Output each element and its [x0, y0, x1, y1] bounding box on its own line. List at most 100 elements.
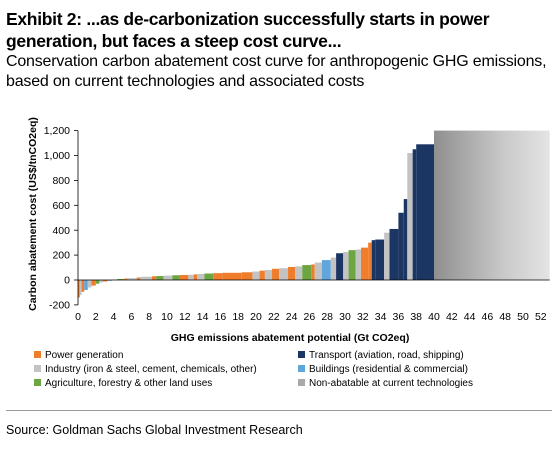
x-tick-label: 0 [75, 311, 81, 323]
x-tick-label: 18 [232, 311, 244, 323]
legend-label-power: Power generation [45, 350, 124, 361]
x-tick-label: 28 [321, 311, 333, 323]
legend-item-buildings: Buildings (residential & commercial) [298, 364, 468, 376]
x-tick-label: 32 [357, 311, 369, 323]
legend-label-buildings: Buildings (residential & commercial) [309, 364, 468, 375]
x-tick-label: 16 [215, 311, 227, 323]
x-tick-label: 48 [499, 311, 511, 323]
bar-group [78, 130, 550, 298]
x-tick-label: 4 [111, 311, 117, 323]
bar-industry-1 [79, 280, 82, 295]
bar-power-16 [151, 276, 157, 280]
bar-industry-34 [295, 266, 303, 280]
legend-swatch-non-abatable [298, 379, 305, 386]
bar-non_abatable-55 [434, 130, 550, 280]
x-tick-label: 36 [393, 311, 405, 323]
bar-agriculture-11 [117, 279, 125, 280]
bar-power-22 [193, 274, 198, 280]
legend-item-power: Power generation [34, 350, 123, 362]
bar-transport-49 [389, 228, 399, 280]
bar-industry-43 [355, 249, 362, 280]
bar-power-12 [124, 278, 128, 280]
bar-power-14 [136, 277, 141, 280]
legend-label-non-abatable: Non-abatable at current technologies [309, 378, 473, 389]
bar-power-31 [272, 268, 280, 280]
chart-title: Exhibit 2: ...as de-carbonization succes… [6, 9, 490, 51]
y-tick-label: 1,000 [44, 150, 70, 162]
x-tick-label: 26 [304, 311, 316, 323]
x-tick-label: 30 [339, 311, 351, 323]
bar-power-44 [361, 247, 369, 280]
bar-agriculture-19 [172, 275, 180, 280]
bar-industry-30 [264, 270, 273, 280]
bar-buildings-3 [84, 280, 88, 290]
x-tick-label: 42 [446, 311, 458, 323]
bar-power-27 [241, 272, 253, 280]
bar-agriculture-6 [95, 280, 100, 284]
x-tick-label: 24 [286, 311, 298, 323]
bar-industry-18 [163, 275, 173, 280]
legend-swatch-industry [34, 365, 41, 372]
bar-industry-41 [343, 251, 349, 280]
bar-transport-54 [416, 144, 434, 280]
bar-industry-7 [99, 280, 103, 283]
legend-label-industry: Industry (iron & steel, cement, chemical… [45, 364, 257, 375]
y-tick-label: 200 [52, 250, 70, 262]
legend-item-non-abatable: Non-abatable at current technologies [298, 378, 473, 390]
legend-swatch-transport [298, 351, 305, 358]
x-tick-label: 22 [268, 311, 280, 323]
bar-industry-13 [127, 278, 137, 280]
bar-power-26 [222, 272, 242, 280]
bar-transport-40 [336, 253, 344, 280]
source-note: Source: Goldman Sachs Global Investment … [6, 423, 303, 437]
bar-power-2 [81, 280, 85, 292]
x-tick-label: 46 [482, 311, 494, 323]
legend-swatch-power [34, 351, 41, 358]
bar-transport-51 [403, 199, 408, 280]
legend-label-transport: Transport (aviation, road, shipping) [309, 350, 464, 361]
bar-industry-37 [314, 262, 322, 280]
bar-power-20 [179, 275, 189, 280]
y-tick-label: -200 [49, 300, 70, 312]
x-tick-label: 10 [161, 311, 173, 323]
bar-buildings-38 [321, 260, 331, 280]
legend-label-agriculture: Agriculture, forestry & other land uses [45, 378, 213, 389]
x-axis-label: GHG emissions abatement potential (Gt CO… [171, 332, 410, 344]
legend-item-transport: Transport (aviation, road, shipping) [298, 350, 464, 362]
bar-power-0 [78, 280, 80, 298]
bar-transport-46 [371, 240, 376, 280]
x-tick-labels: 0 2 4 6 8 10 12 14 16 18 20 22 24 26 28 30 32 34 36 38 40 42 4… [75, 311, 547, 323]
bar-industry-21 [188, 274, 194, 280]
legend-item-industry: Industry (iron & steel, cement, chemical… [34, 364, 257, 376]
x-tick-label: 8 [146, 311, 152, 323]
y-tick-label: 800 [52, 175, 70, 187]
x-tick-label: 6 [128, 311, 134, 323]
y-axis-label: Carbon abatement cost (US$/tnCO2eq) [27, 117, 39, 311]
divider [6, 410, 552, 411]
bar-power-8 [102, 280, 108, 282]
bar-agriculture-35 [302, 265, 312, 280]
bar-agriculture-24 [204, 273, 214, 280]
x-tick-label: 40 [428, 311, 440, 323]
bar-transport-47 [375, 239, 385, 280]
x-tick-label: 12 [179, 311, 191, 323]
legend-item-agriculture: Agriculture, forestry & other land uses [34, 378, 212, 390]
x-tick-label: 2 [93, 311, 99, 323]
legend-swatch-agriculture [34, 379, 41, 386]
bar-industry-4 [87, 280, 92, 288]
bar-power-36 [311, 264, 315, 280]
bar-industry-48 [384, 232, 390, 280]
bar-industry-28 [252, 271, 260, 280]
bar-transport-50 [398, 212, 404, 280]
bar-industry-32 [279, 268, 289, 280]
y-tick-label: 0 [64, 275, 70, 287]
x-tick-label: 20 [250, 311, 262, 323]
y-tick-label: 1,200 [44, 125, 70, 137]
y-tick-labels: -200 0 200 400 600 800 1,000 1,200 [44, 125, 70, 311]
bar-agriculture-42 [348, 250, 356, 280]
x-tick-label: 52 [535, 311, 547, 323]
axes-group [74, 130, 550, 306]
bar-power-33 [288, 266, 296, 280]
y-tick-label: 600 [52, 200, 70, 212]
